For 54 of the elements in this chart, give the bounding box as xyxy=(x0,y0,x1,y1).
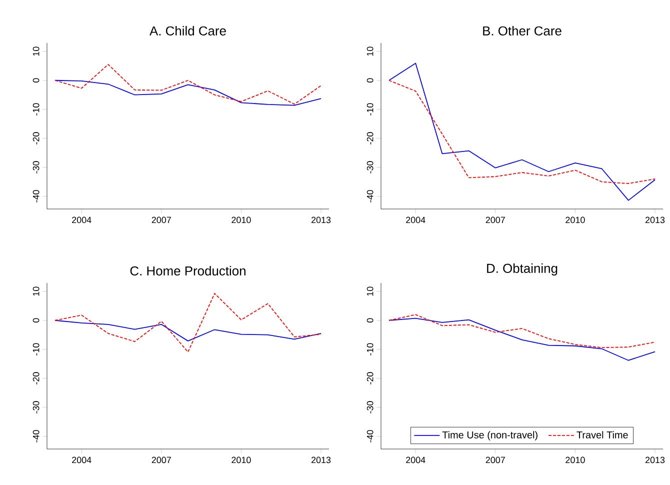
y-tick-label: -30 xyxy=(32,161,40,174)
y-tick-label: -10 xyxy=(366,103,374,116)
x-tick-label: 2007 xyxy=(486,216,505,224)
x-tick-label: 2010 xyxy=(566,456,585,464)
y-tick-label: 0 xyxy=(366,318,374,323)
y-tick-label: -20 xyxy=(366,132,374,144)
line-series xyxy=(388,62,656,201)
legend-label: Travel Time xyxy=(576,431,628,438)
x-tick-label: 2004 xyxy=(406,216,426,224)
x-tick-label: 2004 xyxy=(72,216,92,224)
line-series xyxy=(388,80,656,184)
y-tick-label: -20 xyxy=(32,372,40,384)
line-series xyxy=(388,318,656,361)
x-tick-label: 2007 xyxy=(152,216,171,224)
y-tick-label: -40 xyxy=(366,430,374,442)
x-tick-label: 2013 xyxy=(312,456,331,464)
x-tick-label: 2010 xyxy=(232,216,251,224)
chart-title: A. Child Care xyxy=(150,26,226,36)
x-tick-label: 2010 xyxy=(566,216,585,224)
line-series xyxy=(388,314,656,348)
y-tick-label: 10 xyxy=(366,46,374,56)
y-tick-label: 10 xyxy=(366,286,374,296)
y-tick-label: 10 xyxy=(32,46,40,56)
y-tick-label: -40 xyxy=(32,430,40,442)
line-series xyxy=(54,292,322,352)
legend-label: Time Use (non-travel) xyxy=(442,431,538,440)
x-tick-label: 2010 xyxy=(232,456,251,464)
y-tick-label: -30 xyxy=(32,401,40,414)
y-tick-label: 10 xyxy=(32,286,40,296)
x-tick-label: 2004 xyxy=(72,456,92,464)
x-tick-label: 2013 xyxy=(646,216,665,224)
y-tick-label: -30 xyxy=(366,401,374,414)
y-tick-label: 0 xyxy=(366,78,374,83)
chart-title: D. Obtaining xyxy=(487,263,558,276)
y-tick-label: -20 xyxy=(366,372,374,384)
y-tick-label: -10 xyxy=(32,103,40,116)
chart-title: B. Other Care xyxy=(483,26,562,36)
y-tick-label: -20 xyxy=(32,132,40,144)
y-tick-label: 0 xyxy=(32,78,40,83)
y-tick-label: 0 xyxy=(32,318,40,323)
x-tick-label: 2007 xyxy=(152,456,171,464)
y-tick-label: -10 xyxy=(32,343,40,356)
x-tick-label: 2004 xyxy=(406,456,426,464)
y-tick-label: -10 xyxy=(366,343,374,356)
y-tick-label: -40 xyxy=(32,190,40,202)
line-series xyxy=(54,64,322,105)
line-series xyxy=(54,80,322,106)
line-series xyxy=(54,320,322,342)
chart-title: C. Home Production xyxy=(130,266,246,276)
y-tick-label: -40 xyxy=(366,190,374,202)
x-tick-label: 2013 xyxy=(312,216,331,224)
x-tick-label: 2013 xyxy=(646,456,665,464)
y-tick-label: -30 xyxy=(366,161,374,174)
x-tick-label: 2007 xyxy=(486,456,505,464)
